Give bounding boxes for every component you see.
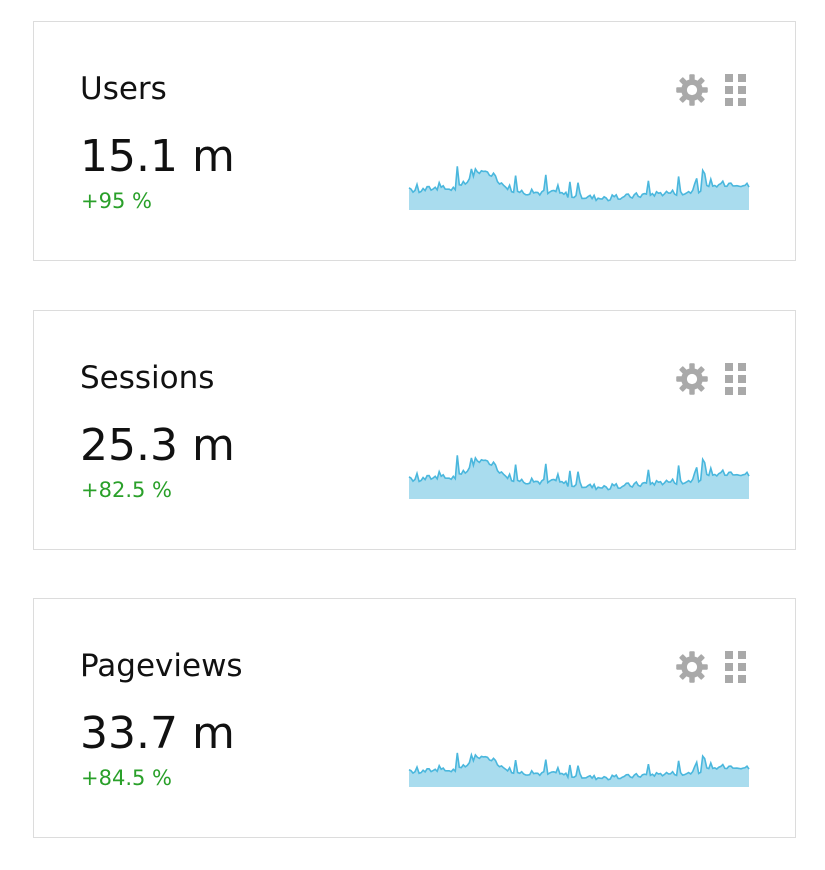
widget-title: Pageviews: [80, 648, 243, 684]
widget-title: Users: [80, 71, 167, 107]
widget-value: 25.3 m: [80, 420, 235, 471]
gear-icon[interactable]: [674, 72, 710, 108]
widget-sessions: Sessions 25.3 m +82.5 %: [33, 310, 796, 550]
drag-handle-icon[interactable]: [725, 363, 747, 396]
sparkline-line: [408, 455, 750, 491]
gear-icon[interactable]: [674, 649, 710, 685]
widget-value: 15.1 m: [80, 131, 235, 182]
widget-change: +95 %: [81, 189, 152, 213]
sparkline: [408, 166, 750, 210]
widget-change: +82.5 %: [81, 478, 172, 502]
sparkline-line: [408, 752, 750, 781]
drag-handle-icon[interactable]: [725, 651, 747, 684]
sparkline: [408, 752, 750, 787]
sparkline: [408, 455, 750, 499]
widget-value: 33.7 m: [80, 708, 235, 759]
widget-title: Sessions: [80, 360, 215, 396]
widget-pageviews: Pageviews 33.7 m +84.5 %: [33, 598, 796, 838]
widget-users: Users 15.1 m +95 %: [33, 21, 796, 261]
drag-handle-icon[interactable]: [725, 74, 747, 107]
widget-change: +84.5 %: [81, 766, 172, 790]
gear-icon[interactable]: [674, 361, 710, 397]
sparkline-line: [408, 166, 750, 202]
